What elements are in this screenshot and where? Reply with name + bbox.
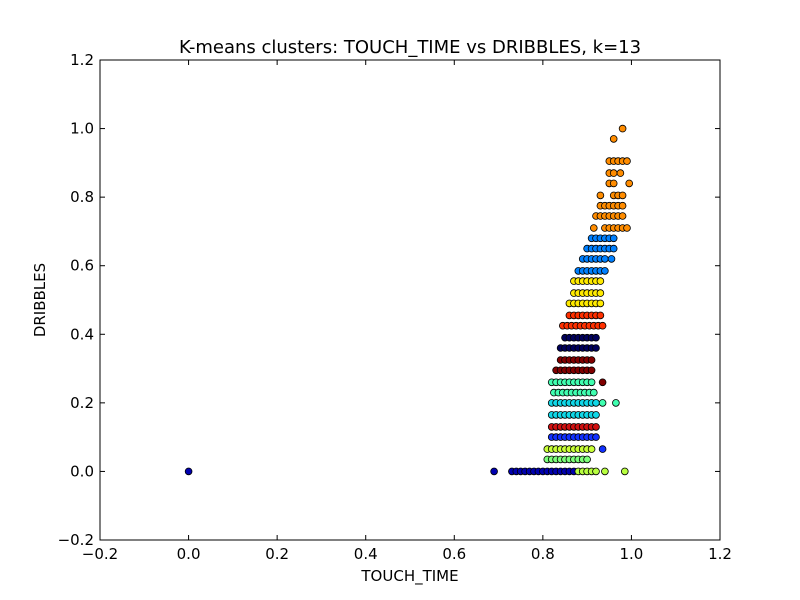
data-point xyxy=(598,378,607,387)
cluster-series xyxy=(574,467,629,476)
data-point xyxy=(618,124,627,133)
data-point xyxy=(184,467,193,476)
data-point xyxy=(618,201,627,210)
data-point xyxy=(598,321,607,330)
data-point xyxy=(609,135,618,143)
cluster-series xyxy=(547,378,620,407)
data-point xyxy=(592,433,600,441)
cluster-series xyxy=(547,399,600,419)
data-point xyxy=(598,445,607,453)
x-tick-label: 1.0 xyxy=(619,545,643,563)
data-point xyxy=(612,399,620,407)
cluster-series xyxy=(556,333,600,352)
data-point xyxy=(596,311,605,320)
cluster-series xyxy=(543,445,596,453)
data-point xyxy=(609,234,618,243)
data-point xyxy=(618,191,627,200)
data-point xyxy=(596,277,605,285)
y-tick-label: 1.0 xyxy=(70,120,94,138)
y-tick-label: 0.0 xyxy=(70,462,94,480)
x-tick-label: 0.0 xyxy=(177,545,201,563)
x-tick-label: 0.6 xyxy=(442,545,466,563)
y-tick-label: −0.2 xyxy=(58,531,94,549)
data-point xyxy=(607,255,616,263)
chart-title: K-means clusters: TOUCH_TIME vs DRIBBLES… xyxy=(179,37,641,58)
y-tick-label: 0.4 xyxy=(70,325,94,343)
y-tick-label: 0.8 xyxy=(70,188,94,206)
data-point xyxy=(618,212,627,220)
data-point xyxy=(596,289,605,297)
data-point xyxy=(601,467,609,476)
cluster-series xyxy=(565,277,605,308)
y-tick-label: 0.2 xyxy=(70,394,94,412)
cluster-series xyxy=(184,467,578,476)
cluster-series xyxy=(543,455,591,464)
data-point xyxy=(490,467,498,476)
data-point xyxy=(609,179,618,188)
data-point xyxy=(592,411,600,419)
points-layer xyxy=(184,124,633,476)
data-point xyxy=(583,455,591,464)
y-tick-label: 0.6 xyxy=(70,257,94,275)
plot-frame xyxy=(99,59,721,541)
x-tick-label: 0.4 xyxy=(354,545,378,563)
data-point xyxy=(601,267,609,275)
x-axis-label: TOUCH_TIME xyxy=(360,567,458,586)
data-point xyxy=(592,399,600,407)
data-point xyxy=(596,191,605,200)
data-point xyxy=(620,467,629,476)
data-point xyxy=(592,344,600,352)
data-point xyxy=(623,157,631,165)
cluster-series xyxy=(547,433,607,453)
cluster-series xyxy=(589,124,633,232)
data-point xyxy=(598,399,607,407)
data-point xyxy=(609,244,618,253)
cluster-series xyxy=(547,423,600,431)
x-tick-label: −0.2 xyxy=(82,545,118,563)
y-axis-label: DRIBBLES xyxy=(31,263,49,337)
data-point xyxy=(601,255,609,263)
data-point xyxy=(587,366,596,375)
data-point xyxy=(596,299,605,308)
plot-background xyxy=(100,60,720,540)
y-tick-label: 1.2 xyxy=(70,51,94,69)
data-point xyxy=(587,378,596,387)
x-tick-label: 0.8 xyxy=(531,545,555,563)
data-point xyxy=(625,179,633,188)
cluster-series xyxy=(552,356,607,387)
data-point xyxy=(592,423,600,431)
data-point xyxy=(589,388,598,397)
ticks-layer: −0.2 0.0 0.2 0.4 0.6 0.8 1.0 1.2 −0.2 0.0 0.2 0.4 0.… xyxy=(58,51,732,563)
data-point xyxy=(589,224,598,232)
cluster-series xyxy=(574,234,618,275)
data-point xyxy=(587,445,596,453)
data-point xyxy=(609,169,618,177)
data-point xyxy=(592,333,600,342)
data-point xyxy=(592,467,600,476)
cluster-series xyxy=(558,311,607,330)
plot-area xyxy=(100,60,720,540)
data-point xyxy=(587,356,596,364)
data-point xyxy=(623,224,631,232)
x-tick-label: 1.2 xyxy=(708,545,732,563)
x-tick-label: 0.2 xyxy=(265,545,289,563)
data-point xyxy=(616,169,625,177)
